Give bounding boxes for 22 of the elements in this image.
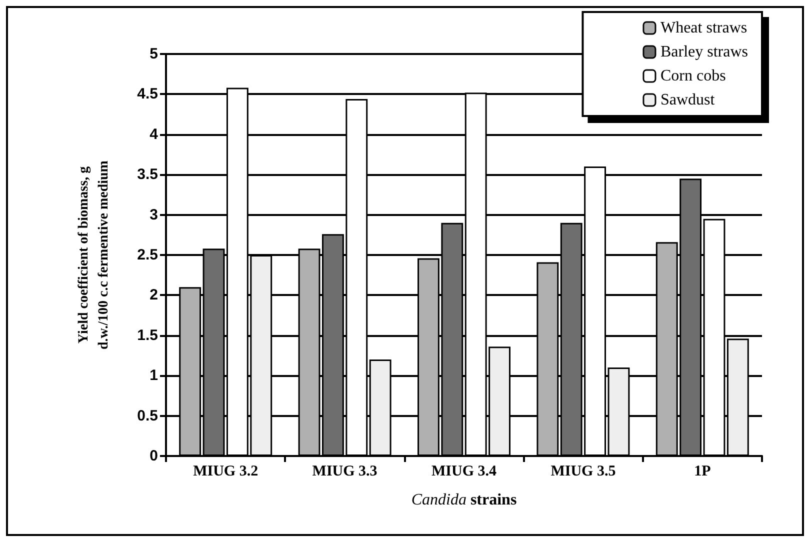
legend-label: Sawdust	[660, 92, 716, 108]
y-tick-label: 1.5	[137, 326, 158, 344]
x-tick-label: MIUG 3.4	[432, 464, 497, 480]
x-tick-label: MIUG 3.3	[312, 464, 378, 480]
y-tick-label: 4.5	[137, 86, 158, 103]
x-axis-title: Candida strains	[411, 492, 517, 508]
y-tick-label: 0.5	[137, 407, 158, 424]
y-tick-label: 3.5	[137, 166, 158, 184]
legend-label: Corn cobs	[660, 68, 726, 84]
y-tick-label: 5	[150, 46, 158, 62]
y-tick-label: 1	[150, 367, 158, 384]
y-tick-label: 2.5	[137, 246, 158, 264]
y-tick-label: 4	[150, 126, 159, 143]
legend-label: Wheat straws	[660, 20, 748, 36]
x-tick-label: MIUG 3.2	[193, 464, 258, 480]
y-tick-label: 3	[150, 206, 158, 224]
x-tick-label: 1P	[694, 464, 711, 480]
y-tick-label: 2	[150, 286, 158, 304]
y-axis-title: Yield coefficient of biomass, g d.w./100 c.c fermentive medium	[76, 160, 112, 350]
y-tick-label: 0	[150, 448, 158, 464]
x-tick-label: MIUG 3.5	[550, 464, 616, 480]
legend-label: Barley straws	[660, 44, 748, 60]
